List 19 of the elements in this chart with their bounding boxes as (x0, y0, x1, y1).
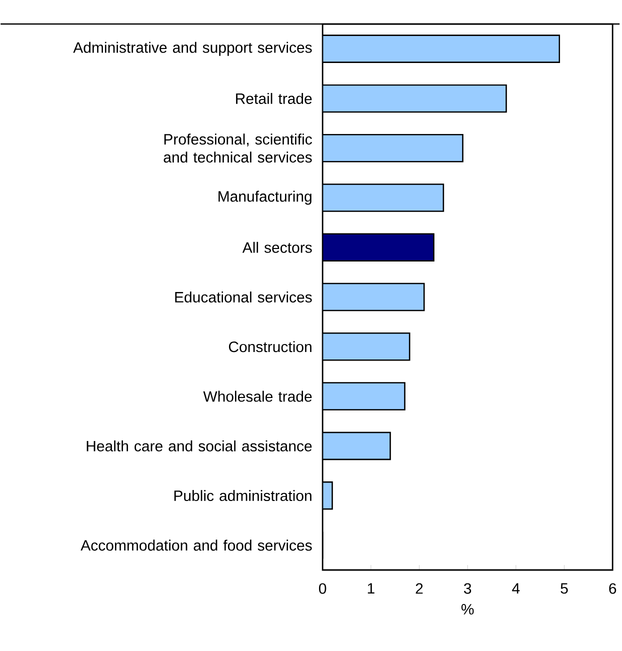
x-axis-title: % (462, 604, 474, 615)
y-tick-label: Public administration (174, 490, 312, 502)
y-tick-label: Accommodation and food services (80, 540, 312, 551)
y-tick-label: Administrative and support services (73, 42, 312, 56)
x-tick-label: 3 (464, 583, 472, 594)
y-tick-label: Wholesale trade (203, 390, 312, 402)
y-tick-label: Educational services (175, 292, 312, 303)
y-tick-label: Retail trade (236, 92, 312, 104)
x-tick-label: 1 (368, 583, 374, 594)
x-tick-label: 6 (609, 583, 616, 594)
x-tick-label: 4 (512, 583, 520, 594)
y-tick-label: All sectors (242, 242, 312, 253)
y-tick-label: Manufacturing (218, 190, 312, 205)
x-tick-label: 2 (416, 583, 423, 594)
x-tick-label: 0 (319, 583, 326, 594)
y-tick-label: Construction (229, 341, 312, 352)
y-tick-label: Health care and social assistance (86, 440, 312, 452)
x-tick-label: 5 (560, 583, 568, 594)
y-tick-label: Professional, scientific and technical services (164, 134, 312, 163)
